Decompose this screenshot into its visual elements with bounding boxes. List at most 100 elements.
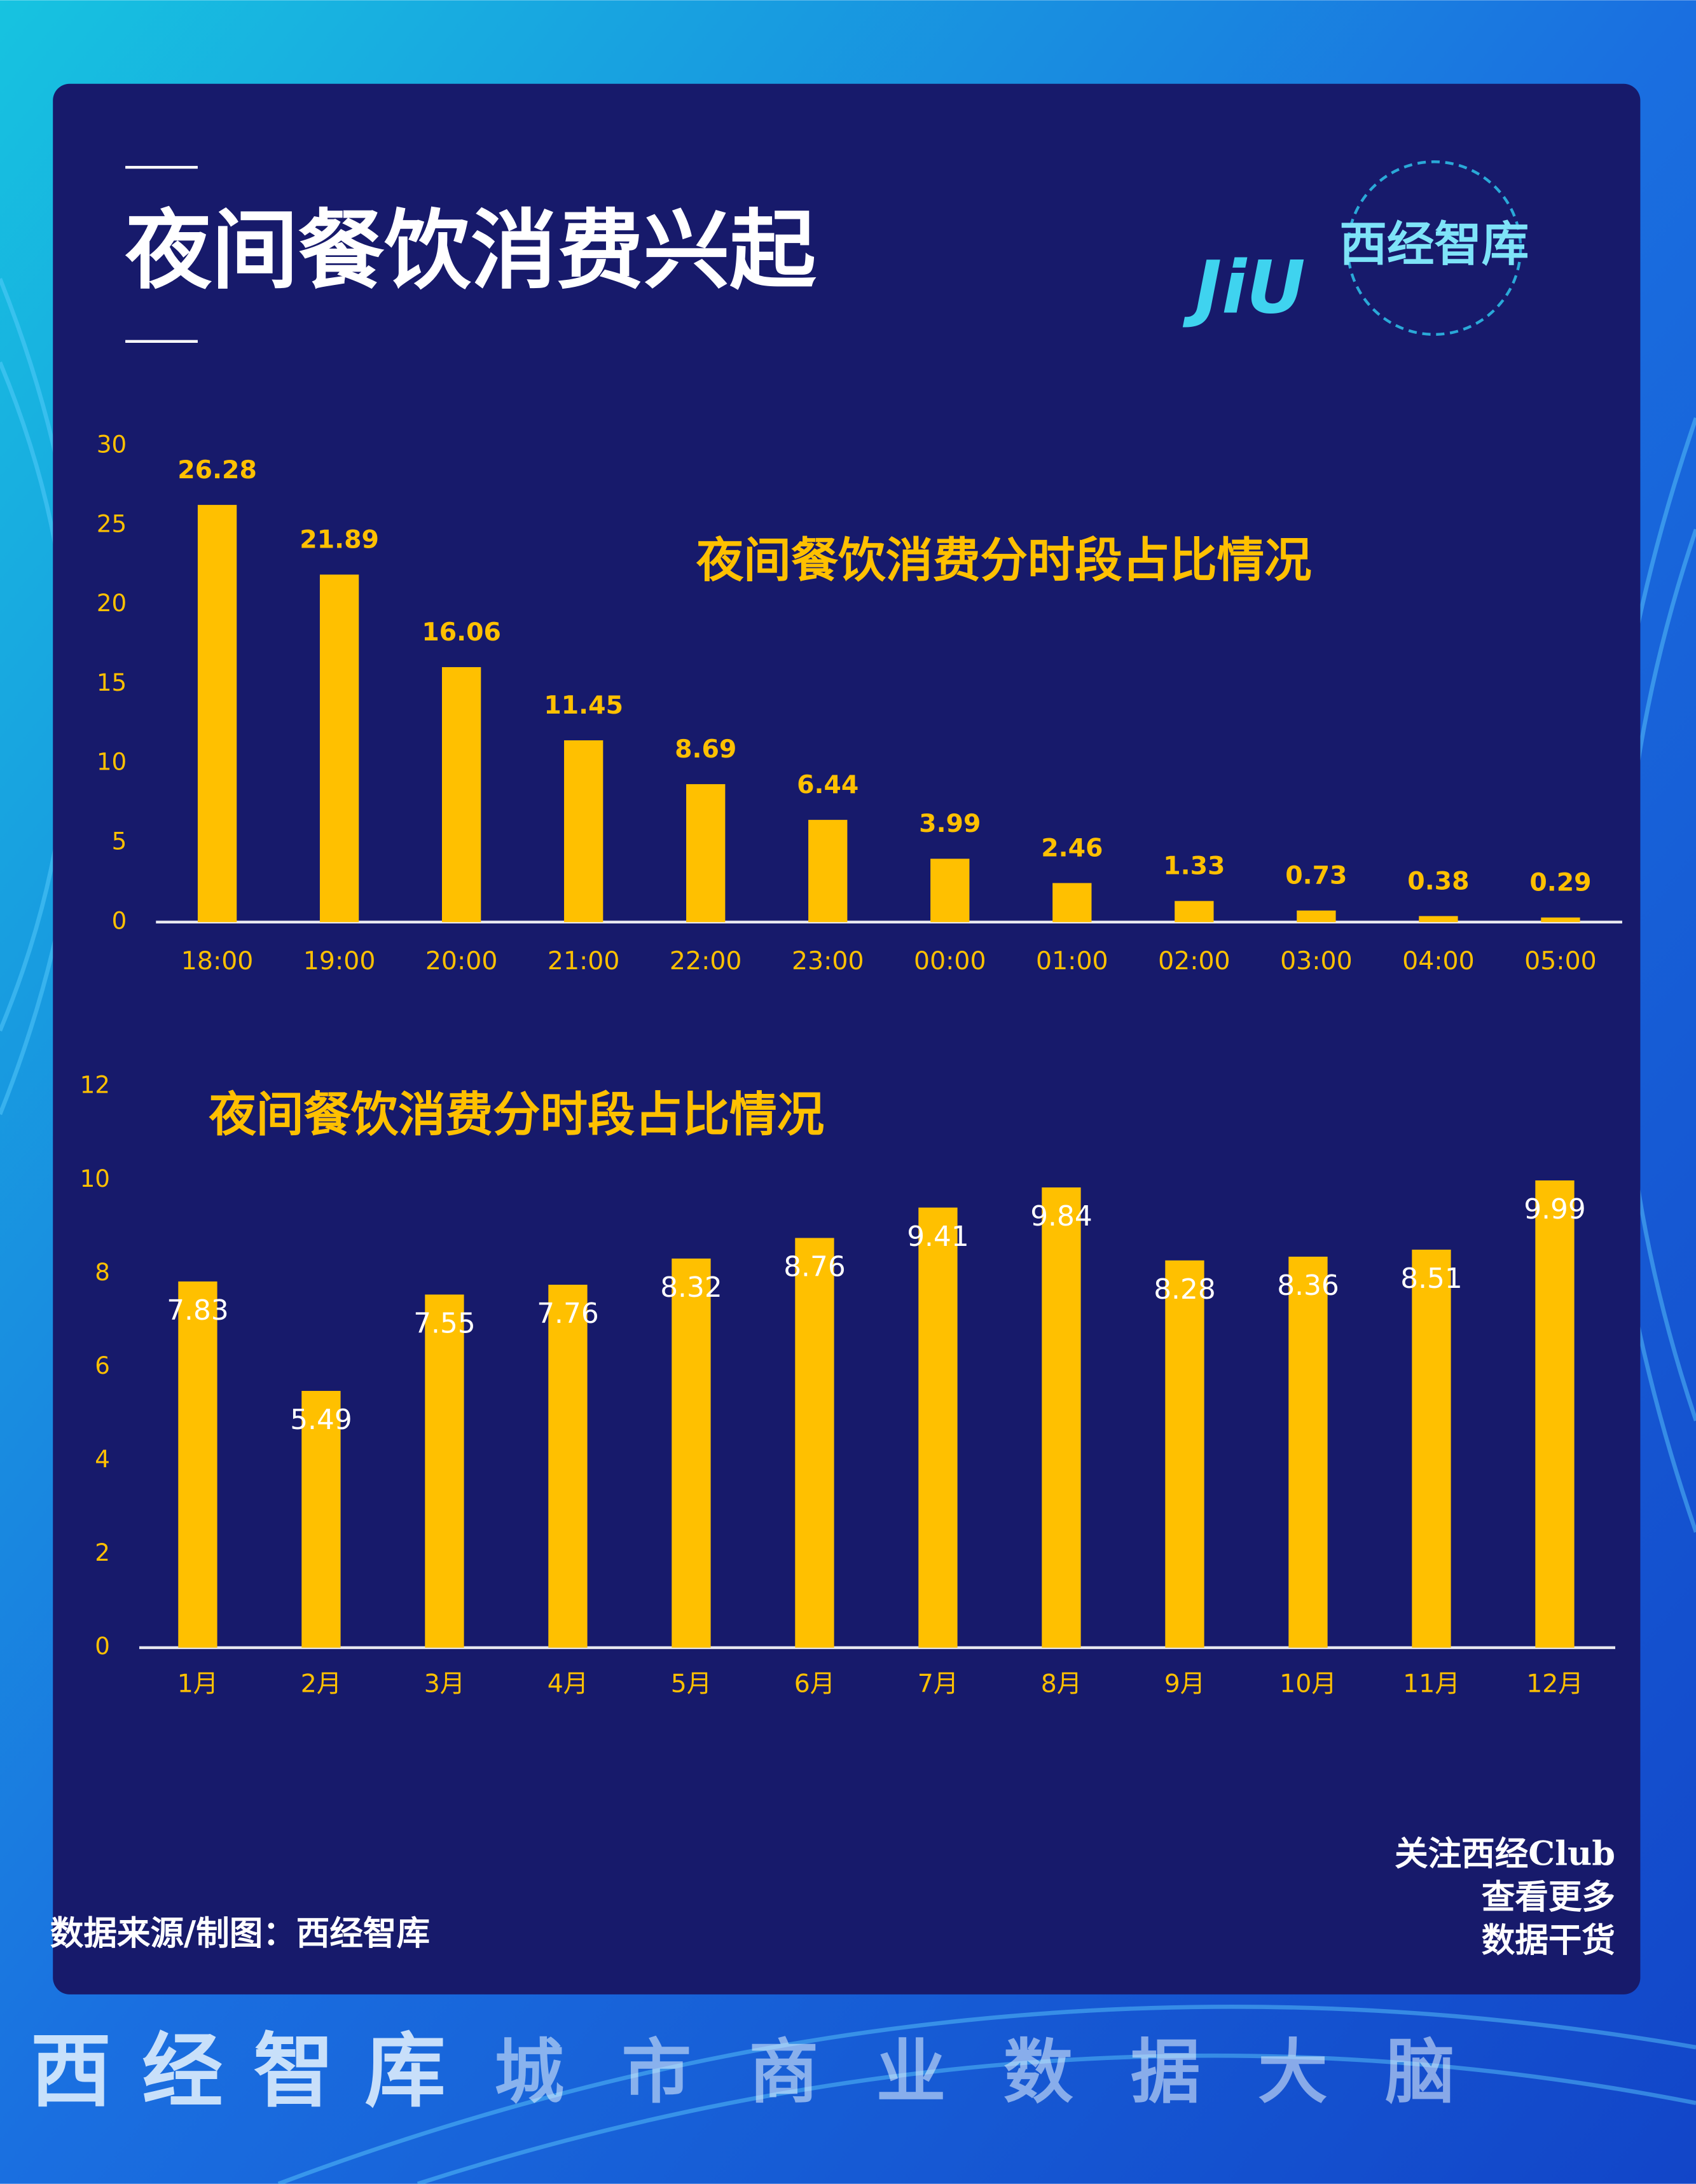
x-tick-label: 19:00 [303, 946, 376, 976]
bar [1541, 917, 1580, 922]
logo-brand: 西经智库 [1339, 216, 1529, 272]
logo-text: JiU [1183, 245, 1306, 329]
value-label: 2.46 [1041, 833, 1103, 862]
bar [1288, 1256, 1328, 1648]
y-tick-label: 30 [97, 431, 127, 459]
bar [441, 667, 481, 922]
value-label: 0.29 [1529, 868, 1591, 897]
y-tick-label: 10 [80, 1165, 110, 1192]
x-tick-label: 6月 [794, 1669, 835, 1698]
value-label: 16.06 [422, 618, 501, 647]
bar [808, 820, 848, 922]
x-tick-label: 18:00 [181, 946, 254, 976]
banner-brand: 西经智库 [31, 2023, 476, 2118]
x-tick-label: 5月 [671, 1669, 712, 1698]
x-tick-label: 04:00 [1402, 946, 1475, 976]
bar [301, 1390, 341, 1648]
y-tick-label: 15 [97, 668, 127, 696]
value-label: 11.45 [544, 691, 623, 720]
value-label: 9.84 [1030, 1200, 1092, 1233]
y-tick-label: 0 [95, 1632, 110, 1660]
bar [319, 574, 359, 922]
y-tick-label: 4 [95, 1445, 110, 1473]
y-tick-label: 12 [80, 1071, 110, 1099]
x-tick-label: 21:00 [548, 946, 620, 976]
x-tick-label: 3月 [424, 1669, 465, 1698]
value-label: 8.51 [1400, 1262, 1462, 1295]
follow-note: 关注西经Club [1395, 1835, 1615, 1874]
follow-note: 查看更多 [1482, 1877, 1615, 1916]
x-tick-label: 02:00 [1158, 946, 1231, 976]
y-tick-label: 8 [95, 1258, 110, 1286]
chart-title: 夜间餐饮消费分时段占比情况 [208, 1086, 824, 1142]
value-label: 7.83 [167, 1294, 228, 1327]
follow-note: 数据干货 [1482, 1921, 1615, 1959]
bar [1297, 910, 1336, 922]
bar [1535, 1180, 1575, 1648]
logo-ring [1346, 160, 1522, 336]
x-tick-label: 01:00 [1036, 946, 1108, 976]
x-tick-label: 10月 [1279, 1669, 1337, 1698]
value-label: 9.41 [907, 1220, 969, 1253]
banner-slogan: 城 市 商 业 数 据 大 脑 [494, 2031, 1472, 2113]
x-tick-label: 23:00 [792, 946, 864, 976]
value-label: 7.76 [537, 1297, 598, 1330]
value-label: 5.49 [290, 1404, 352, 1436]
value-label: 8.36 [1277, 1269, 1339, 1302]
x-tick-label: 05:00 [1524, 946, 1597, 976]
x-tick-label: 20:00 [425, 946, 498, 976]
value-label: 3.99 [919, 809, 981, 838]
bar [686, 784, 726, 922]
value-label: 6.44 [797, 770, 858, 799]
value-label: 0.73 [1285, 861, 1347, 890]
x-tick-label: 8月 [1041, 1669, 1082, 1698]
value-label: 0.38 [1407, 866, 1469, 895]
bar [564, 740, 603, 922]
bar [548, 1285, 588, 1648]
value-label: 9.99 [1524, 1193, 1585, 1226]
x-tick-label: 9月 [1164, 1669, 1205, 1698]
bar [795, 1238, 834, 1648]
value-label: 8.28 [1154, 1273, 1215, 1306]
x-tick-label: 03:00 [1280, 946, 1353, 976]
x-tick-label: 1月 [177, 1669, 218, 1698]
page-title: 夜间餐饮消费兴起 [125, 200, 817, 301]
bar [1419, 916, 1458, 922]
x-tick-label: 11月 [1403, 1669, 1460, 1698]
y-tick-label: 25 [97, 509, 127, 537]
x-tick-label: 4月 [548, 1669, 588, 1698]
x-tick-label: 22:00 [670, 946, 742, 976]
bar [425, 1294, 464, 1648]
y-tick-label: 0 [112, 906, 127, 934]
chart-title: 夜间餐饮消费分时段占比情况 [696, 532, 1312, 588]
value-label: 26.28 [177, 455, 257, 485]
bar [1175, 901, 1214, 922]
value-label: 8.69 [675, 735, 736, 764]
bar [930, 859, 970, 922]
panel [53, 83, 1641, 1994]
value-label: 1.33 [1163, 852, 1225, 881]
value-label: 7.55 [413, 1308, 475, 1340]
bar [1042, 1187, 1081, 1648]
value-label: 8.32 [660, 1271, 722, 1304]
y-tick-label: 5 [112, 827, 127, 855]
x-tick-label: 00:00 [914, 946, 986, 976]
value-label: 21.89 [300, 525, 379, 554]
bar [178, 1281, 217, 1648]
bar [1165, 1260, 1204, 1648]
x-tick-label: 2月 [301, 1669, 341, 1698]
y-tick-label: 10 [97, 748, 127, 776]
bar [918, 1207, 958, 1648]
bar [1412, 1249, 1451, 1648]
y-tick-label: 2 [95, 1538, 110, 1566]
y-tick-label: 6 [95, 1351, 110, 1379]
x-tick-label: 12月 [1526, 1669, 1583, 1698]
source-note: 数据来源/制图：西经智库 [50, 1914, 430, 1952]
bar [1052, 883, 1092, 922]
value-label: 8.76 [783, 1251, 845, 1283]
bar [197, 504, 237, 922]
bar [672, 1258, 711, 1648]
y-tick-label: 20 [97, 589, 127, 617]
x-tick-label: 7月 [918, 1669, 958, 1698]
